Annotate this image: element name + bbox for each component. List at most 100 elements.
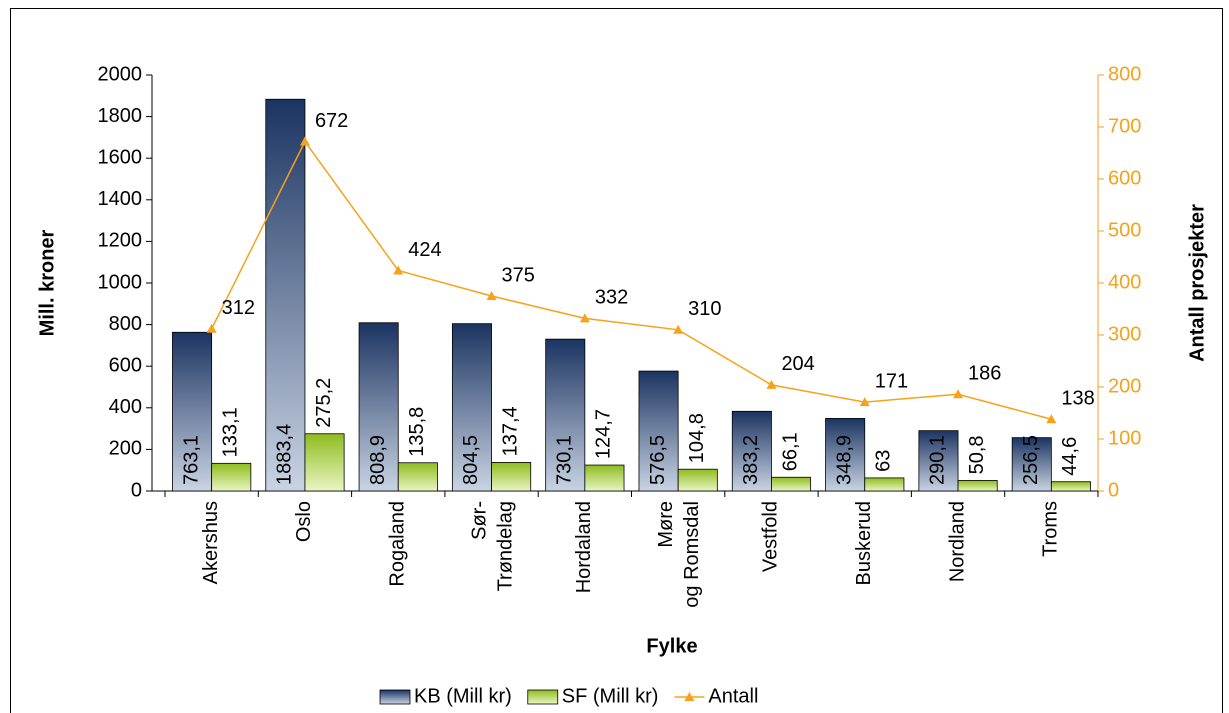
bar bbox=[1011, 437, 1052, 492]
value-label: 50,8 bbox=[966, 435, 988, 474]
value-label: 348,9 bbox=[833, 435, 855, 485]
x-tick-label: Oslo bbox=[293, 501, 315, 542]
bar bbox=[918, 430, 959, 492]
y2-tick-label: 0 bbox=[1108, 479, 1119, 501]
frame bbox=[10, 8, 1223, 713]
bar bbox=[397, 462, 438, 492]
legend-marker bbox=[684, 692, 695, 701]
bar bbox=[451, 323, 492, 492]
value-label: 135,8 bbox=[406, 407, 428, 457]
y2-tick-label: 600 bbox=[1108, 167, 1141, 189]
value-label: 133,1 bbox=[220, 407, 242, 457]
y-tick-label: 1600 bbox=[98, 146, 143, 168]
y-tick-label: 200 bbox=[109, 438, 142, 460]
value-label: 104,8 bbox=[686, 413, 708, 463]
y2-tick-label: 200 bbox=[1108, 375, 1141, 397]
value-label: 138 bbox=[1061, 388, 1094, 410]
bar bbox=[211, 462, 252, 492]
bar bbox=[864, 477, 905, 492]
y-axis-title: Mill. kroner bbox=[36, 229, 58, 336]
value-label: 730,1 bbox=[554, 435, 576, 485]
y2-tick-label: 500 bbox=[1108, 219, 1141, 241]
marker bbox=[486, 291, 497, 300]
value-label: 310 bbox=[688, 298, 721, 320]
y2-tick-label: 300 bbox=[1108, 323, 1141, 345]
value-label: 808,9 bbox=[367, 435, 389, 485]
value-label: 186 bbox=[968, 363, 1001, 385]
legend-swatch bbox=[527, 689, 559, 705]
marker bbox=[393, 265, 404, 275]
line bbox=[210, 140, 1052, 420]
x-tick-label: Vestfold bbox=[760, 501, 782, 572]
x-tick-label: Sør- Trøndelag bbox=[469, 501, 517, 591]
x-tick-label: Møre og Romsdal bbox=[655, 501, 703, 608]
x-tick-label: Rogaland bbox=[387, 501, 409, 587]
marker bbox=[579, 313, 590, 323]
bar bbox=[491, 462, 532, 492]
legend-label: Antall bbox=[708, 685, 758, 707]
value-label: 63 bbox=[873, 450, 895, 472]
value-label: 290,1 bbox=[927, 435, 949, 485]
y2-tick-label: 800 bbox=[1108, 63, 1141, 85]
value-label: 383,2 bbox=[740, 435, 762, 485]
y-tick-label: 1400 bbox=[98, 188, 143, 210]
marker bbox=[953, 389, 964, 399]
legend-swatch bbox=[379, 689, 411, 705]
value-label: 312 bbox=[222, 297, 255, 319]
x-tick-label: Hordaland bbox=[573, 501, 595, 593]
y2-tick-label: 700 bbox=[1108, 115, 1141, 137]
marker bbox=[206, 323, 217, 333]
value-label: 204 bbox=[781, 353, 814, 375]
y-tick-label: 0 bbox=[131, 479, 142, 501]
bar bbox=[677, 468, 718, 492]
y-tick-label: 2000 bbox=[98, 63, 143, 85]
y-tick-label: 800 bbox=[109, 313, 142, 335]
x-axis-title: Fylke bbox=[646, 635, 697, 657]
bar bbox=[304, 433, 345, 492]
legend-label: KB (Mill kr) bbox=[414, 685, 512, 707]
x-tick-label-line: Sør- bbox=[469, 501, 491, 540]
legend-label: SF (Mill kr) bbox=[562, 685, 659, 707]
y2-axis-title: Antall prosjekter bbox=[1186, 204, 1208, 362]
bar bbox=[731, 410, 772, 492]
value-label: 576,5 bbox=[647, 435, 669, 485]
bar bbox=[172, 331, 213, 492]
value-label: 171 bbox=[875, 370, 908, 392]
y-tick-label: 400 bbox=[109, 396, 142, 418]
marker bbox=[766, 379, 777, 389]
y-tick-label: 1800 bbox=[98, 105, 143, 127]
value-label: 44,6 bbox=[1059, 437, 1081, 476]
bar bbox=[265, 98, 306, 492]
x-tick-label: Akershus bbox=[200, 501, 222, 584]
bar bbox=[545, 338, 586, 492]
value-label: 275,2 bbox=[313, 378, 335, 428]
value-label: 1883,4 bbox=[274, 424, 296, 485]
y-tick-label: 600 bbox=[109, 354, 142, 376]
value-label: 804,5 bbox=[460, 435, 482, 485]
x-tick-label-line: Møre bbox=[655, 501, 677, 548]
value-label: 763,1 bbox=[180, 435, 202, 485]
value-label: 137,4 bbox=[499, 406, 521, 456]
x-tick-label: Troms bbox=[1040, 501, 1062, 557]
marker bbox=[1046, 414, 1057, 424]
bar bbox=[358, 322, 399, 492]
value-label: 424 bbox=[408, 239, 441, 261]
value-label: 124,7 bbox=[593, 409, 615, 459]
value-label: 256,5 bbox=[1020, 435, 1042, 485]
value-label: 375 bbox=[502, 264, 535, 286]
bar bbox=[584, 464, 625, 492]
x-tick-label-line: og Romsdal bbox=[681, 501, 703, 608]
value-label: 672 bbox=[315, 110, 348, 132]
value-label: 66,1 bbox=[779, 432, 801, 471]
bar bbox=[771, 476, 812, 492]
marker bbox=[299, 136, 310, 146]
bar bbox=[638, 370, 679, 492]
y-tick-label: 1200 bbox=[98, 230, 143, 252]
bar bbox=[1050, 481, 1091, 492]
y-tick-label: 1000 bbox=[98, 271, 143, 293]
marker bbox=[673, 324, 684, 334]
y2-tick-label: 100 bbox=[1108, 427, 1141, 449]
marker bbox=[859, 397, 870, 407]
bar bbox=[825, 418, 866, 492]
